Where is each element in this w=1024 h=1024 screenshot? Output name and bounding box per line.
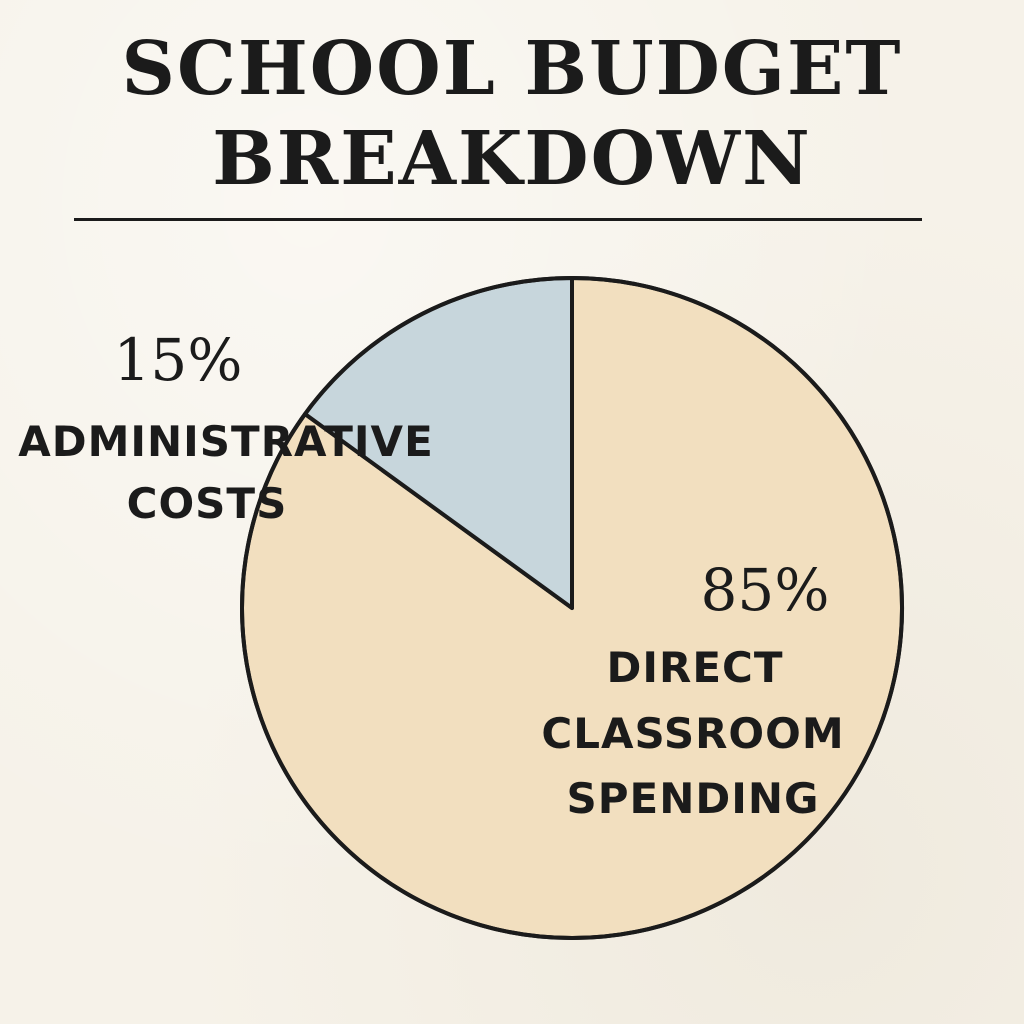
slice-percent-direct-classroom: 85% [701, 556, 830, 624]
chart-title-line-2: BREAKDOWN [212, 116, 812, 202]
title-divider [74, 218, 922, 221]
slice-label-direct-line-2: CLASSROOM [541, 709, 844, 758]
slice-percent-administrative: 15% [114, 326, 243, 394]
slice-label-admin-line-2: COSTS [127, 479, 288, 528]
slice-label-direct-line-1: DIRECT [607, 643, 784, 692]
pie-outline [240, 276, 904, 940]
slice-label-admin-line-1: ADMINISTRATIVE [18, 417, 434, 466]
chart-title: SCHOOL BUDGET BREAKDOWN [0, 24, 1024, 204]
slice-label-direct-line-3: SPENDING [567, 774, 820, 823]
chart-title-line-1: SCHOOL BUDGET [121, 26, 903, 112]
